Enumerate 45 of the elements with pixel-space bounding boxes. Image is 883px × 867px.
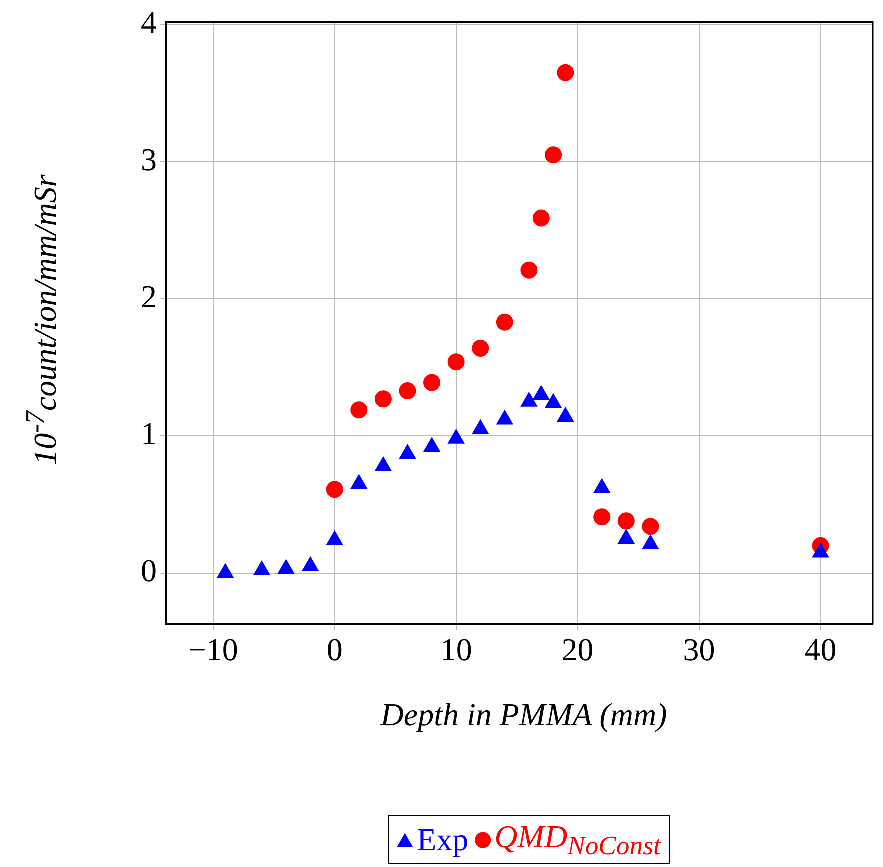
point <box>520 392 538 407</box>
y-tick-label: 0 <box>141 552 157 589</box>
point <box>545 394 562 408</box>
point <box>424 438 440 452</box>
x-axis-title: Depth in PMMA (mm) <box>380 696 668 734</box>
point <box>374 390 392 408</box>
x-tick-label: 20 <box>562 632 594 668</box>
point <box>812 543 830 558</box>
point <box>254 561 270 576</box>
point <box>472 420 489 434</box>
point <box>496 410 514 425</box>
point <box>350 402 368 419</box>
point <box>545 146 562 164</box>
point <box>520 262 538 279</box>
point <box>472 340 490 357</box>
point <box>594 478 610 494</box>
point <box>375 456 392 472</box>
x-tick-label: −10 <box>188 632 238 668</box>
y-tick-label: 3 <box>141 141 157 178</box>
x-tick-label: 10 <box>440 632 472 668</box>
point <box>399 382 416 400</box>
y-tick-label: 4 <box>141 4 157 40</box>
point <box>642 534 659 550</box>
point <box>424 374 441 392</box>
point <box>557 408 574 422</box>
x-tick-label: 0 <box>326 632 343 668</box>
x-tick-label: 40 <box>804 632 837 668</box>
legend-label: Exp <box>417 821 469 858</box>
point <box>350 474 368 490</box>
point <box>448 354 465 371</box>
y-tick-label: 2 <box>141 278 157 315</box>
y-tick-label: 1 <box>141 416 157 452</box>
point <box>217 564 234 578</box>
point <box>533 386 550 400</box>
point <box>326 530 344 546</box>
point <box>496 314 514 331</box>
point <box>278 560 295 574</box>
x-tick-label: 30 <box>683 632 716 668</box>
point <box>557 64 574 82</box>
point <box>302 556 319 572</box>
point <box>448 429 465 444</box>
point <box>618 530 635 544</box>
point <box>532 210 550 227</box>
point <box>399 444 416 460</box>
legend-label: QMD$_{NoConst}$ <box>494 818 661 862</box>
